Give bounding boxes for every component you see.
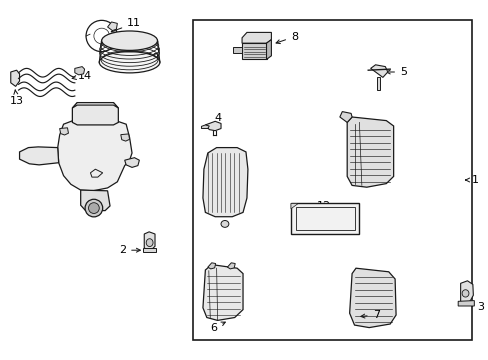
- Polygon shape: [107, 22, 117, 31]
- Ellipse shape: [99, 52, 160, 73]
- Polygon shape: [121, 134, 129, 141]
- Polygon shape: [227, 263, 235, 269]
- Ellipse shape: [85, 199, 102, 217]
- Polygon shape: [233, 47, 242, 53]
- Text: 10: 10: [137, 53, 160, 63]
- Polygon shape: [203, 265, 243, 320]
- Ellipse shape: [102, 31, 157, 50]
- Polygon shape: [81, 190, 110, 211]
- Polygon shape: [349, 268, 395, 328]
- Polygon shape: [20, 147, 59, 165]
- Polygon shape: [242, 32, 271, 43]
- Text: 11: 11: [111, 18, 141, 32]
- Text: 7: 7: [360, 310, 379, 320]
- Ellipse shape: [88, 203, 99, 213]
- Polygon shape: [201, 125, 209, 129]
- Polygon shape: [376, 77, 380, 90]
- Polygon shape: [290, 203, 298, 209]
- Polygon shape: [58, 120, 132, 191]
- Polygon shape: [290, 203, 359, 234]
- Text: 1: 1: [465, 175, 478, 185]
- Polygon shape: [205, 121, 221, 131]
- Polygon shape: [124, 158, 139, 167]
- Ellipse shape: [146, 239, 153, 247]
- Polygon shape: [370, 65, 387, 77]
- Polygon shape: [143, 248, 156, 252]
- Text: 3: 3: [468, 302, 483, 312]
- Bar: [193, 20, 471, 340]
- Text: 12: 12: [316, 201, 330, 216]
- Polygon shape: [242, 43, 266, 59]
- Text: 5: 5: [386, 67, 406, 77]
- Polygon shape: [457, 301, 473, 306]
- Text: 9: 9: [90, 107, 97, 122]
- Polygon shape: [346, 117, 393, 187]
- Text: 6: 6: [210, 322, 225, 333]
- Polygon shape: [266, 40, 271, 59]
- Ellipse shape: [461, 290, 468, 297]
- Text: 4: 4: [212, 113, 221, 129]
- Polygon shape: [60, 128, 68, 135]
- Polygon shape: [207, 263, 215, 269]
- Ellipse shape: [221, 220, 228, 228]
- Text: 14: 14: [72, 71, 92, 81]
- Polygon shape: [72, 103, 118, 108]
- Polygon shape: [460, 281, 472, 304]
- Text: 8: 8: [276, 32, 298, 44]
- Polygon shape: [339, 112, 351, 122]
- Polygon shape: [203, 148, 247, 217]
- Polygon shape: [144, 232, 155, 251]
- Text: 13: 13: [10, 90, 24, 106]
- Polygon shape: [75, 67, 84, 75]
- Polygon shape: [72, 103, 118, 125]
- Polygon shape: [11, 70, 20, 86]
- Text: 2: 2: [119, 245, 140, 255]
